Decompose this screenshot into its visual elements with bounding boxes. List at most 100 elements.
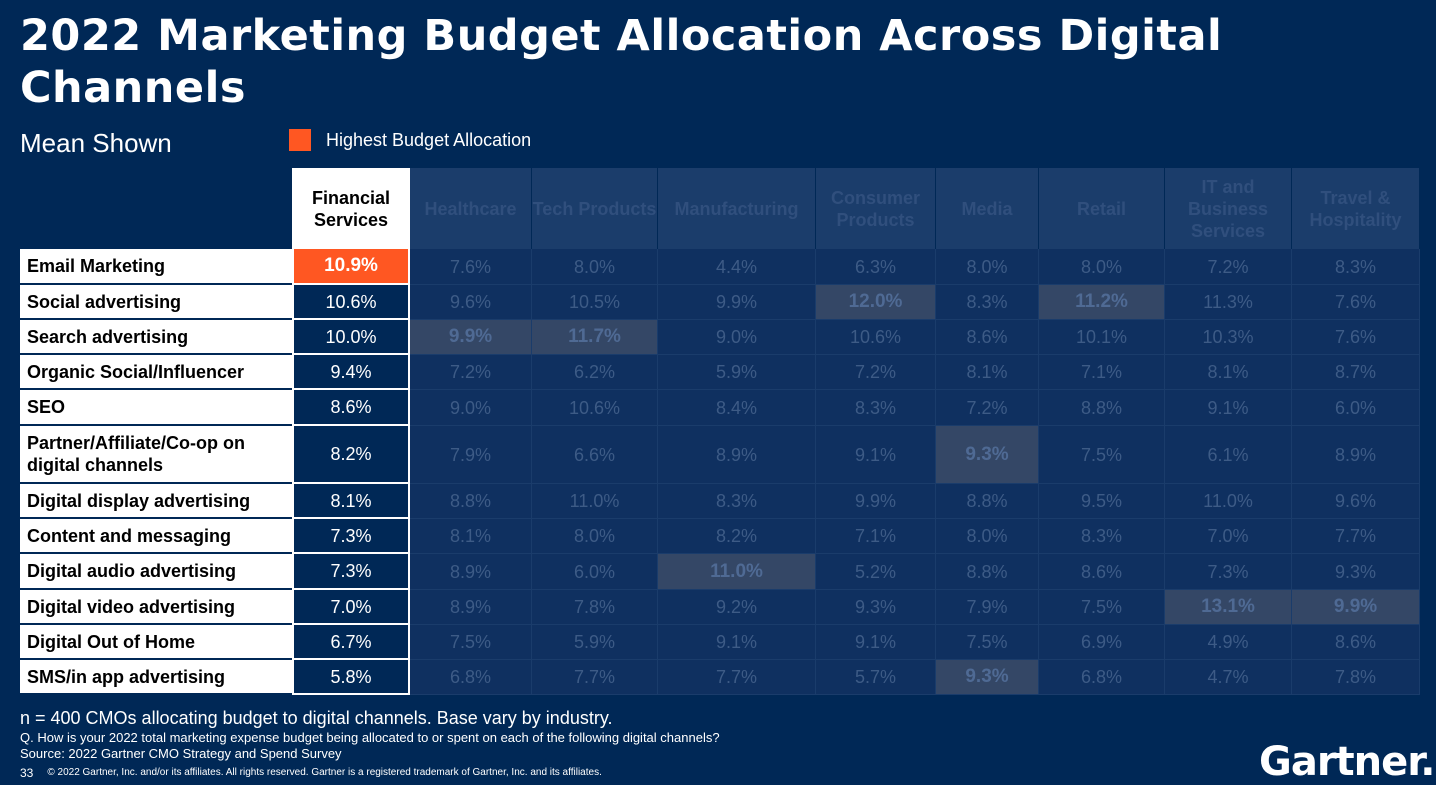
table-cell-tech: 8.0% [532,249,658,285]
table-cell-media: 8.6% [936,320,1039,355]
row-label: Content and messaging [20,519,292,554]
table-cell-retail: 7.5% [1039,590,1165,625]
table-cell-healthcare: 8.1% [410,519,532,554]
table-cell-healthcare: 9.6% [410,285,532,320]
legend: Highest Budget Allocation [289,129,531,151]
table-cell-financial: 8.6% [292,390,410,426]
row-label: Partner/Affiliate/Co-op on digital chann… [20,426,292,484]
table-cell-media: 8.0% [936,249,1039,285]
column-header-it: IT and Business Services [1165,168,1292,249]
table-cell-manufacturing: 7.7% [658,660,816,695]
table-cell-consumer: 9.9% [816,484,936,519]
table-cell-retail: 8.6% [1039,554,1165,590]
table-cell-healthcare: 7.9% [410,426,532,484]
table-cell-healthcare: 7.2% [410,355,532,390]
column-header-consumer: Consumer Products [816,168,936,249]
column-header-tech: Tech Products [532,168,658,249]
table-cell-financial: 10.6% [292,285,410,320]
table-cell-travel: 9.3% [1292,554,1420,590]
table-cell-tech: 6.6% [532,426,658,484]
source-note: Source: 2022 Gartner CMO Strategy and Sp… [20,746,342,761]
row-label: Digital display advertising [20,484,292,519]
table-cell-retail: 7.5% [1039,426,1165,484]
row-label: Digital video advertising [20,590,292,625]
column-header-financial: Financial Services [292,168,410,249]
table-cell-healthcare: 7.5% [410,625,532,660]
table-cell-retail: 9.5% [1039,484,1165,519]
row-label: Social advertising [20,285,292,320]
table-cell-travel: 8.9% [1292,426,1420,484]
table-cell-it: 7.0% [1165,519,1292,554]
table-cell-manufacturing: 8.2% [658,519,816,554]
page-number: 33 [20,766,34,780]
column-header-manufacturing: Manufacturing [658,168,816,249]
table-cell-media: 7.5% [936,625,1039,660]
column-header-healthcare: Healthcare [410,168,532,249]
table-cell-tech: 7.8% [532,590,658,625]
table-cell-travel: 8.7% [1292,355,1420,390]
table-cell-travel: 9.6% [1292,484,1420,519]
table-cell-retail: 8.3% [1039,519,1165,554]
table-cell-it: 9.1% [1165,390,1292,426]
table-cell-it: 8.1% [1165,355,1292,390]
table-cell-tech: 6.0% [532,554,658,590]
table-cell-consumer: 12.0% [816,285,936,320]
table-cell-manufacturing: 9.9% [658,285,816,320]
table-cell-retail: 11.2% [1039,285,1165,320]
table-cell-it: 11.0% [1165,484,1292,519]
table-cell-retail: 10.1% [1039,320,1165,355]
row-label: SEO [20,390,292,426]
table-cell-financial: 7.3% [292,554,410,590]
table-cell-media: 8.1% [936,355,1039,390]
table-cell-media: 8.0% [936,519,1039,554]
table-cell-travel: 7.8% [1292,660,1420,695]
table-cell-tech: 7.7% [532,660,658,695]
table-cell-consumer: 7.2% [816,355,936,390]
table-cell-retail: 8.0% [1039,249,1165,285]
table-cell-travel: 7.7% [1292,519,1420,554]
row-label: Email Marketing [20,249,292,285]
table-cell-consumer: 9.1% [816,426,936,484]
table-cell-financial: 7.3% [292,519,410,554]
sample-note: n = 400 CMOs allocating budget to digita… [20,708,613,728]
table-cell-tech: 11.0% [532,484,658,519]
table-cell-financial: 8.1% [292,484,410,519]
table-cell-manufacturing: 8.3% [658,484,816,519]
table-cell-it: 4.7% [1165,660,1292,695]
question-note: Q. How is your 2022 total marketing expe… [20,730,720,745]
table-cell-retail: 6.8% [1039,660,1165,695]
legend-swatch [289,129,311,151]
table-cell-manufacturing: 9.0% [658,320,816,355]
table-cell-it: 10.3% [1165,320,1292,355]
table-cell-healthcare: 9.0% [410,390,532,426]
table-cell-media: 8.3% [936,285,1039,320]
table-cell-it: 7.3% [1165,554,1292,590]
table-cell-consumer: 5.2% [816,554,936,590]
table-cell-healthcare: 8.8% [410,484,532,519]
table-cell-healthcare: 8.9% [410,590,532,625]
table-cell-tech: 10.5% [532,285,658,320]
table-cell-media: 7.9% [936,590,1039,625]
table-cell-healthcare: 9.9% [410,320,532,355]
table-cell-it: 6.1% [1165,426,1292,484]
table-cell-financial: 10.0% [292,320,410,355]
table-cell-manufacturing: 5.9% [658,355,816,390]
table-cell-manufacturing: 4.4% [658,249,816,285]
footer: 33 © 2022 Gartner, Inc. and/or its affil… [20,766,602,780]
table-cell-consumer: 9.1% [816,625,936,660]
table-cell-tech: 11.7% [532,320,658,355]
table-cell-financial: 8.2% [292,426,410,484]
table-cell-tech: 6.2% [532,355,658,390]
table-cell-healthcare: 7.6% [410,249,532,285]
table-cell-consumer: 6.3% [816,249,936,285]
table-cell-it: 4.9% [1165,625,1292,660]
table-cell-it: 7.2% [1165,249,1292,285]
table-cell-travel: 7.6% [1292,285,1420,320]
table-cell-retail: 7.1% [1039,355,1165,390]
gartner-logo: Gartner. [1259,739,1435,785]
table-cell-consumer: 8.3% [816,390,936,426]
table-cell-manufacturing: 11.0% [658,554,816,590]
table-cell-consumer: 10.6% [816,320,936,355]
table-cell-travel: 8.3% [1292,249,1420,285]
